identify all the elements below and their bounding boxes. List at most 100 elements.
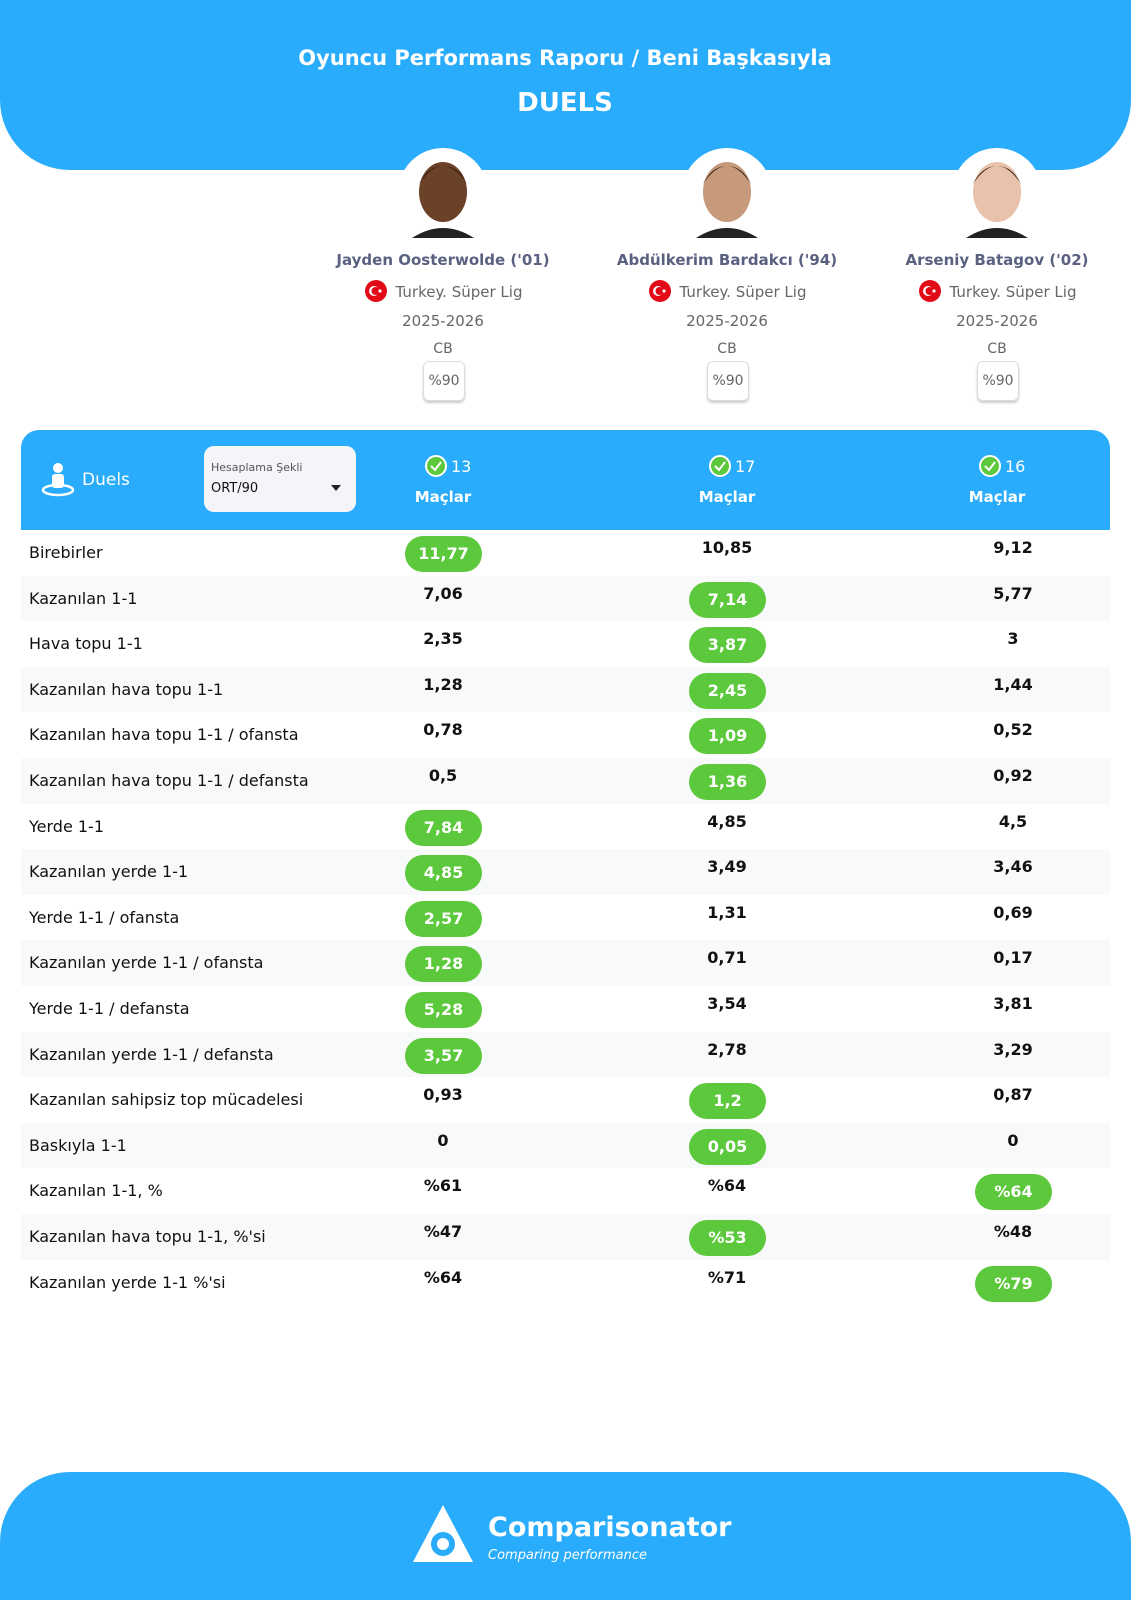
row-label: Kazanılan 1-1, % <box>29 1181 163 1201</box>
value: %71 <box>707 1267 747 1287</box>
value: 3,46 <box>993 857 1033 877</box>
value: 0,87 <box>993 1085 1033 1105</box>
best-value: 0,05 <box>689 1128 766 1165</box>
value: 1,44 <box>993 674 1033 694</box>
row-label: Yerde 1-1 / ofansta <box>29 907 180 927</box>
row-label: Birebirler <box>29 543 103 562</box>
mode-box: %90 <box>423 361 465 401</box>
value: 2,78 <box>707 1039 747 1059</box>
mode-box: %90 <box>707 361 749 401</box>
value: 3,49 <box>707 857 747 877</box>
player-name: Abdülkerim Bardakcı ('94) <box>616 251 838 269</box>
player-photo <box>952 148 1042 238</box>
value: 9,12 <box>993 538 1033 557</box>
row-label: Kazanılan sahipsiz top mücadelesi <box>29 1090 304 1110</box>
value: 0,78 <box>423 720 463 740</box>
player-season: 2025-2026 <box>956 312 1038 330</box>
match-label: Maçlar <box>414 488 472 506</box>
value: 5,77 <box>993 583 1033 603</box>
value: 3,54 <box>707 994 747 1013</box>
flag <box>919 280 941 302</box>
dropdown-arrow <box>331 485 341 491</box>
row-label: Baskıyla 1-1 <box>29 1135 127 1155</box>
dropdown-label: Hesaplama Şekli <box>211 461 303 474</box>
best-value: 3,57 <box>405 1037 482 1074</box>
best-value: 1,09 <box>689 718 766 755</box>
value: 2,35 <box>423 629 463 649</box>
best-value: 4,85 <box>405 855 482 892</box>
match-count: 16 <box>1005 457 1026 476</box>
player-league: Turkey. Süper Lig <box>679 283 807 301</box>
best-value: 1,2 <box>689 1083 766 1120</box>
value: 0,69 <box>993 902 1033 922</box>
value: 4,85 <box>707 811 747 831</box>
value: %47 <box>423 1222 463 1241</box>
value: 0,52 <box>993 720 1033 740</box>
player-league: Turkey. Süper Lig <box>395 283 523 301</box>
row-label: Kazanılan hava topu 1-1 / defansta <box>29 771 309 790</box>
table-header <box>21 430 1110 530</box>
best-value: %53 <box>689 1220 766 1256</box>
value: 4,5 <box>998 811 1028 831</box>
value: 1,31 <box>707 902 747 922</box>
footer-band <box>0 1472 1131 1600</box>
player-name: Jayden Oosterwolde ('01) <box>336 251 550 269</box>
player-position: CB <box>433 341 453 357</box>
value: 3 <box>1007 629 1019 649</box>
row-stripe <box>21 1031 1110 1078</box>
player-name: Arseniy Batagov ('02) <box>905 251 1089 269</box>
value: 0,5 <box>428 766 458 785</box>
mode-box: %90 <box>977 361 1019 401</box>
row-stripe <box>21 1122 1110 1169</box>
row-label: Kazanılan hava topu 1-1 <box>29 679 224 699</box>
best-value: 7,14 <box>689 581 766 618</box>
row-label: Kazanılan hava topu 1-1, %'si <box>29 1227 266 1246</box>
match-label: Maçlar <box>968 488 1026 506</box>
header-band <box>0 0 1131 170</box>
value: 0,93 <box>423 1085 463 1105</box>
player-position: CB <box>987 341 1007 357</box>
row-label: Kazanılan yerde 1-1 <box>29 862 189 882</box>
value: 7,06 <box>423 583 463 603</box>
value: 10,85 <box>701 538 753 557</box>
player-season: 2025-2026 <box>402 312 484 330</box>
value: 0,17 <box>993 948 1033 968</box>
value: 3,81 <box>993 994 1033 1013</box>
row-label: Kazanılan yerde 1-1 / defansta <box>29 1044 274 1064</box>
logo <box>413 1505 473 1562</box>
best-value: 3,87 <box>689 627 766 664</box>
match-count: 13 <box>451 457 472 476</box>
brand: Comparisonator <box>488 1512 732 1543</box>
row-stripe <box>21 575 1110 622</box>
dropdown-value: ORT/90 <box>211 481 259 496</box>
best-value: 7,84 <box>405 809 482 846</box>
row-label: Kazanılan yerde 1-1 / ofansta <box>29 953 264 973</box>
duels-icon <box>41 463 75 497</box>
value: %61 <box>423 1176 463 1196</box>
row-stripe <box>21 758 1110 804</box>
match-label: Maçlar <box>698 488 756 506</box>
value: 1,28 <box>423 674 463 694</box>
row-stripe <box>21 940 1110 986</box>
row-label: Kazanılan yerde 1-1 %'si <box>29 1272 226 1292</box>
flag <box>649 280 671 302</box>
best-value: %79 <box>975 1265 1052 1302</box>
check-icon <box>425 455 447 477</box>
player-photo <box>682 148 772 238</box>
check-icon <box>709 455 731 477</box>
dropdown[interactable]: Hesaplama Şekli ORT/90 <box>204 446 356 512</box>
value: %64 <box>423 1267 463 1287</box>
player-season: 2025-2026 <box>686 312 768 330</box>
value: %48 <box>993 1222 1033 1241</box>
best-value: 1,36 <box>689 764 766 800</box>
tagline: Comparing performance <box>488 1548 647 1563</box>
player-position: CB <box>717 341 737 357</box>
value: 0 <box>437 1130 449 1150</box>
subtitle: DUELS <box>517 88 613 118</box>
row-stripe <box>21 1214 1110 1260</box>
value: 3,29 <box>993 1039 1033 1059</box>
best-value: 5,28 <box>405 992 482 1028</box>
row-label: Yerde 1-1 <box>29 816 105 836</box>
value: %64 <box>707 1176 747 1196</box>
